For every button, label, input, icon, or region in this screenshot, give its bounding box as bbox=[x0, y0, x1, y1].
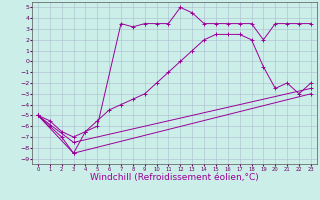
X-axis label: Windchill (Refroidissement éolien,°C): Windchill (Refroidissement éolien,°C) bbox=[90, 173, 259, 182]
